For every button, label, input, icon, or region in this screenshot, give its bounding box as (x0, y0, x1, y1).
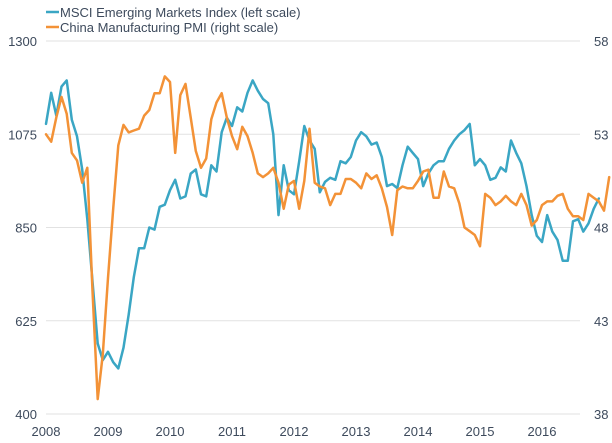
x-tick-label: 2016 (528, 424, 557, 439)
x-tick-label: 2015 (466, 424, 495, 439)
right-tick-label: 38 (594, 407, 608, 422)
x-tick-label: 2010 (156, 424, 185, 439)
x-axis-ticks: 2008 2009 2010 2011 2012 2013 2014 2015 2016 (32, 424, 557, 439)
x-tick-label: 2009 (94, 424, 123, 439)
legend-label-msci: MSCI Emerging Markets Index (left scale) (60, 5, 301, 20)
right-tick-label: 58 (594, 34, 608, 49)
left-tick-label: 850 (15, 221, 37, 236)
x-tick-label: 2008 (32, 424, 61, 439)
right-tick-label: 48 (594, 221, 608, 236)
left-axis-ticks: 1300 1075 850 625 400 (8, 34, 37, 422)
x-tick-label: 2012 (280, 424, 309, 439)
legend-label-pmi: China Manufacturing PMI (right scale) (60, 20, 278, 35)
x-tick-label: 2014 (404, 424, 433, 439)
legend: MSCI Emerging Markets Index (left scale)… (46, 5, 301, 35)
left-tick-label: 1300 (8, 34, 37, 49)
x-tick-label: 2011 (218, 424, 246, 439)
left-tick-label: 1075 (8, 127, 37, 142)
gridlines (46, 40, 580, 415)
left-tick-label: 400 (15, 407, 37, 422)
series-line-msci (44, 79, 601, 370)
x-tick-label: 2013 (342, 424, 371, 439)
right-axis-ticks: 58 53 48 43 38 (594, 34, 608, 422)
right-tick-label: 43 (594, 314, 608, 329)
right-tick-label: 53 (594, 127, 608, 142)
series-line-pmi (44, 75, 611, 401)
series-lines (44, 75, 611, 401)
left-tick-label: 625 (15, 314, 37, 329)
